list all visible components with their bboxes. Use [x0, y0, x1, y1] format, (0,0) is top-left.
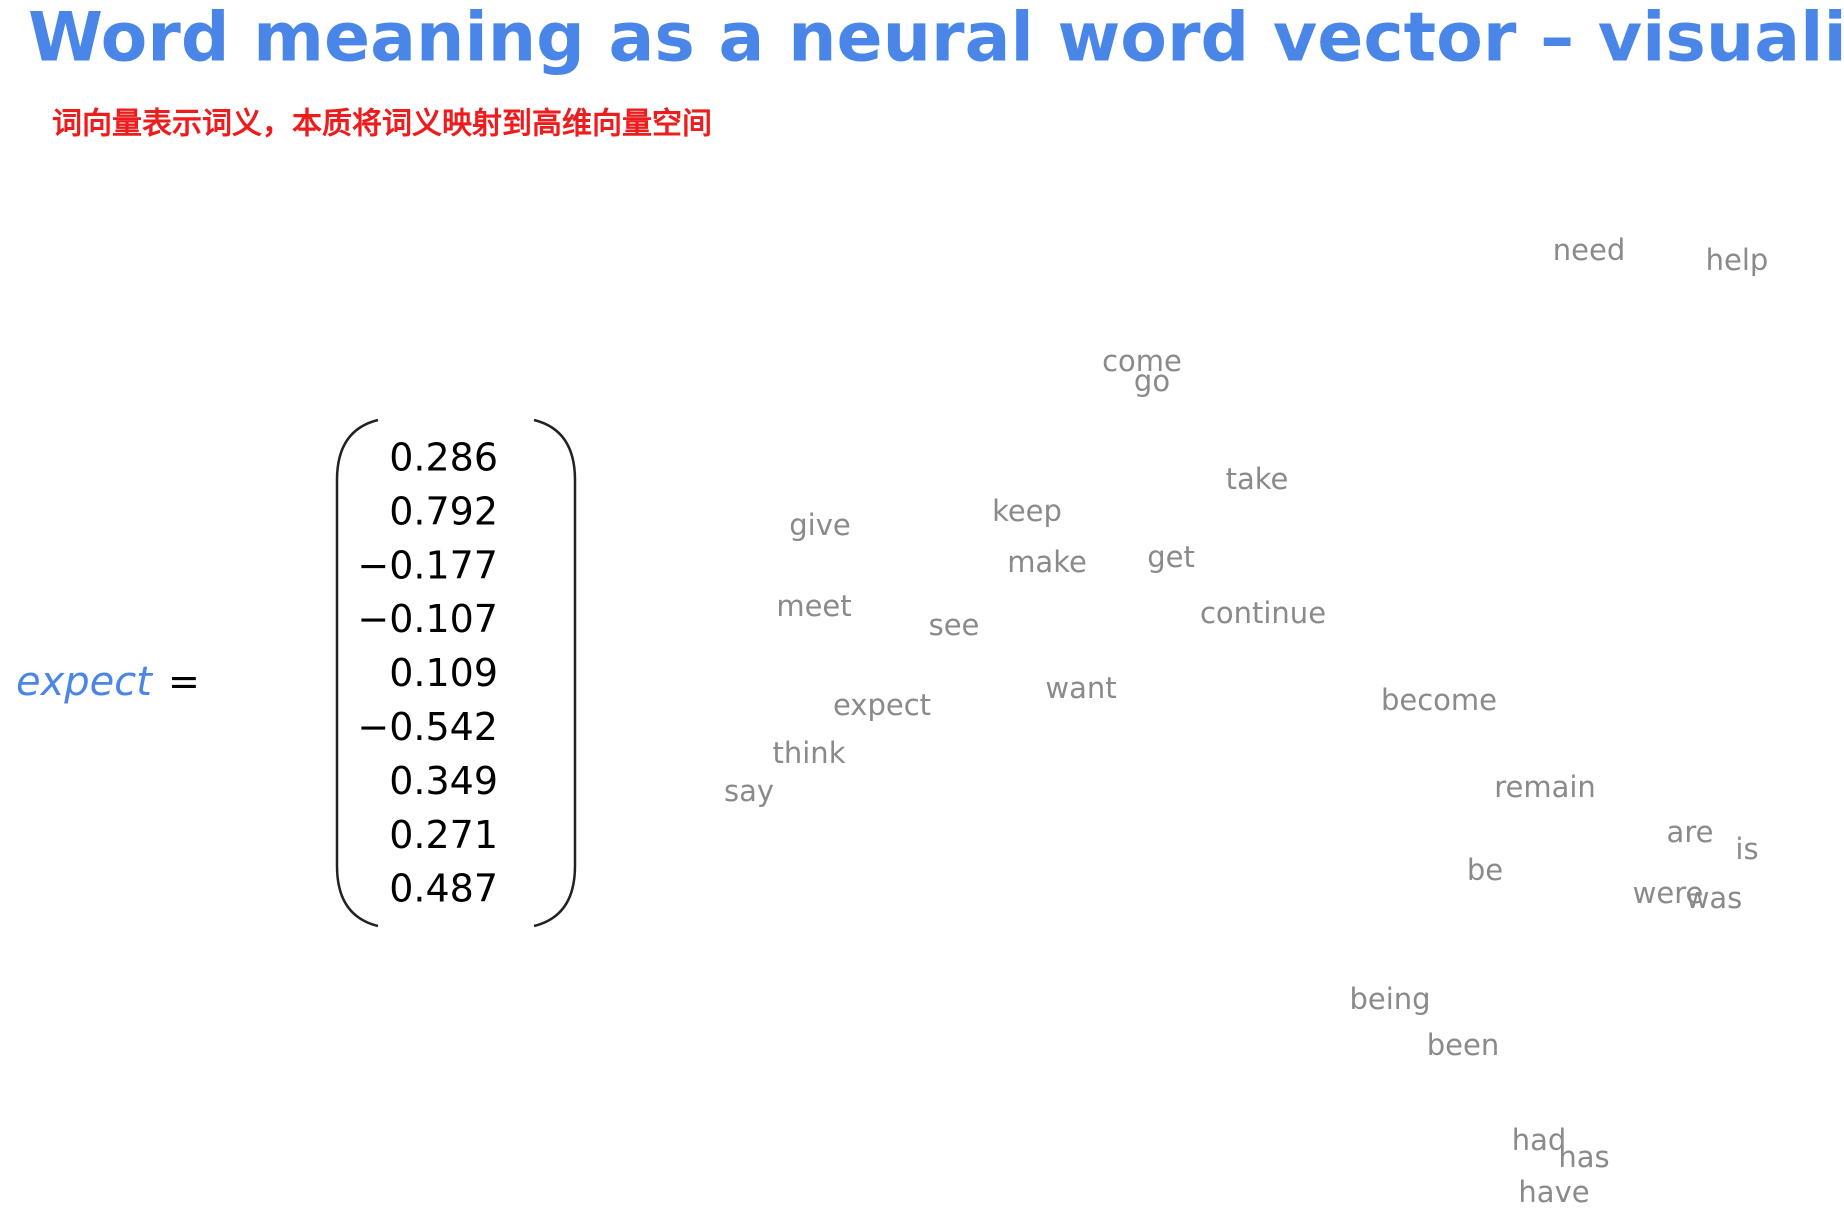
vector-value: −0.542: [357, 705, 498, 749]
cloud-word: was: [1686, 881, 1743, 915]
cloud-word: are: [1667, 815, 1714, 849]
cloud-word: continue: [1200, 596, 1326, 630]
cloud-word: expect: [833, 688, 931, 722]
cloud-word: become: [1381, 683, 1497, 717]
cloud-word: being: [1349, 982, 1430, 1016]
vector-value: 0.487: [389, 867, 498, 911]
cloud-word: have: [1518, 1175, 1589, 1209]
cloud-word: see: [929, 608, 980, 642]
vector-values: 0.286 0.792 −0.177 −0.107 0.109 −0.542 0.349 0.…: [357, 436, 498, 911]
cloud-word: go: [1134, 364, 1170, 398]
cloud-word: take: [1226, 462, 1289, 496]
cloud-word: help: [1706, 243, 1769, 277]
cloud-word: come: [1102, 344, 1182, 378]
cloud-word: make: [1007, 545, 1087, 579]
cloud-word: been: [1427, 1028, 1499, 1062]
right-bracket: [533, 418, 577, 928]
vector-value: 0.109: [389, 651, 498, 695]
vector-value: 0.271: [389, 813, 498, 857]
cloud-word: want: [1045, 671, 1116, 705]
equals-sign: =: [168, 660, 200, 704]
left-bracket: [335, 418, 379, 928]
cloud-word: think: [773, 736, 846, 770]
vector-value: −0.177: [357, 543, 498, 587]
vector-value: 0.349: [389, 759, 498, 803]
cloud-word: remain: [1494, 770, 1596, 804]
subtitle: 词向量表示词义，本质将词义映射到高维向量空间: [52, 107, 712, 142]
cloud-word: had: [1512, 1123, 1567, 1157]
cloud-word: meet: [776, 589, 851, 623]
vector-word: expect: [16, 659, 153, 705]
cloud-word: need: [1553, 233, 1625, 267]
title: Word meaning as a neural word vector – v…: [28, 0, 1844, 78]
vector-value: −0.107: [357, 597, 498, 641]
cloud-word: be: [1467, 853, 1503, 887]
cloud-word: give: [789, 508, 850, 542]
cloud-word: has: [1558, 1140, 1609, 1174]
cloud-word: is: [1735, 832, 1758, 866]
vector-value: 0.792: [389, 489, 498, 533]
cloud-word: were: [1633, 876, 1704, 910]
vector-value: 0.286: [389, 436, 498, 480]
cloud-word: get: [1147, 540, 1195, 574]
cloud-word: say: [724, 774, 774, 808]
cloud-word: keep: [992, 494, 1062, 528]
